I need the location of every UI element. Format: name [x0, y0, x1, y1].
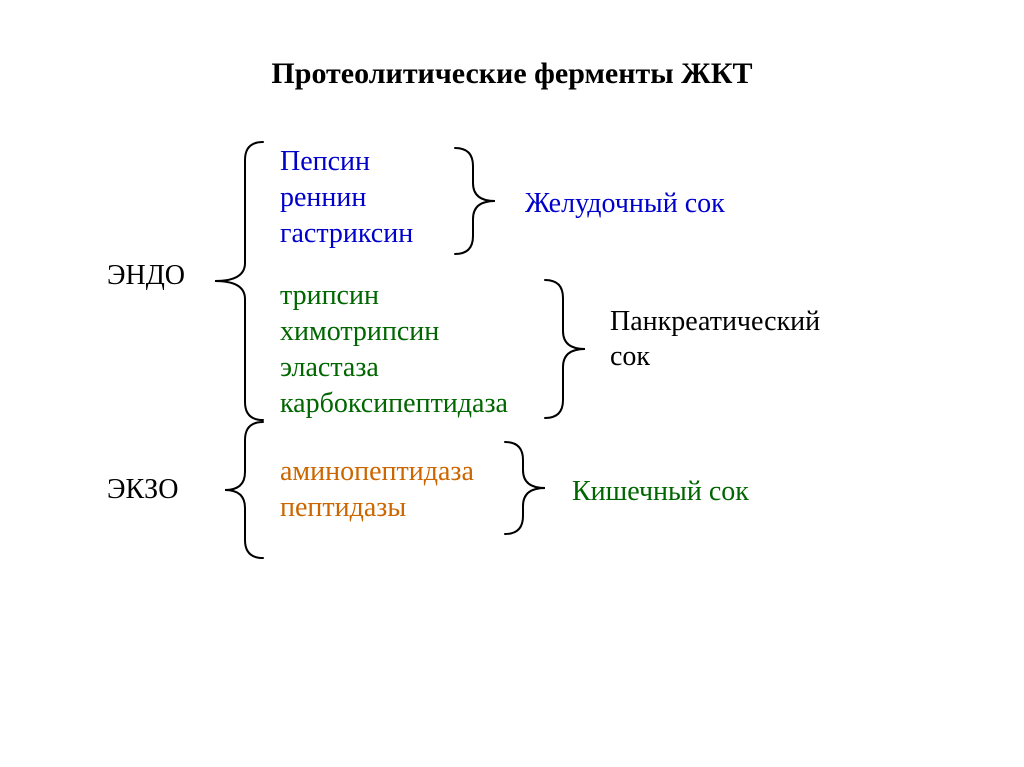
diagram-canvas: Протеолитические ферменты ЖКТ ЭНДО ЭКЗО … — [0, 0, 1024, 767]
brace-ekzo — [225, 422, 263, 558]
brace-endo — [215, 142, 263, 420]
label-pepsin: Пепсин — [280, 144, 370, 179]
label-intestinal: Кишечный сок — [572, 474, 749, 509]
label-amino: аминопептидаза — [280, 454, 474, 489]
label-gastric: Желудочный сок — [525, 186, 725, 221]
brace-gastric — [455, 148, 495, 254]
brace-pancreatic — [545, 280, 585, 418]
label-peptid: пептидазы — [280, 490, 406, 525]
label-carboxy: карбоксипептидаза — [280, 386, 508, 421]
label-ekzo: ЭКЗО — [107, 472, 178, 507]
label-trypsin: трипсин — [280, 278, 379, 313]
label-elastase: эластаза — [280, 350, 379, 385]
label-endo: ЭНДО — [107, 258, 185, 293]
label-chymo: химотрипсин — [280, 314, 439, 349]
label-pancreatic: Панкреатический сок — [610, 304, 820, 374]
label-rennin: реннин — [280, 180, 366, 215]
brace-intestinal — [505, 442, 545, 534]
page-title: Протеолитические ферменты ЖКТ — [0, 57, 1024, 91]
label-gastriksin: гастриксин — [280, 216, 413, 251]
